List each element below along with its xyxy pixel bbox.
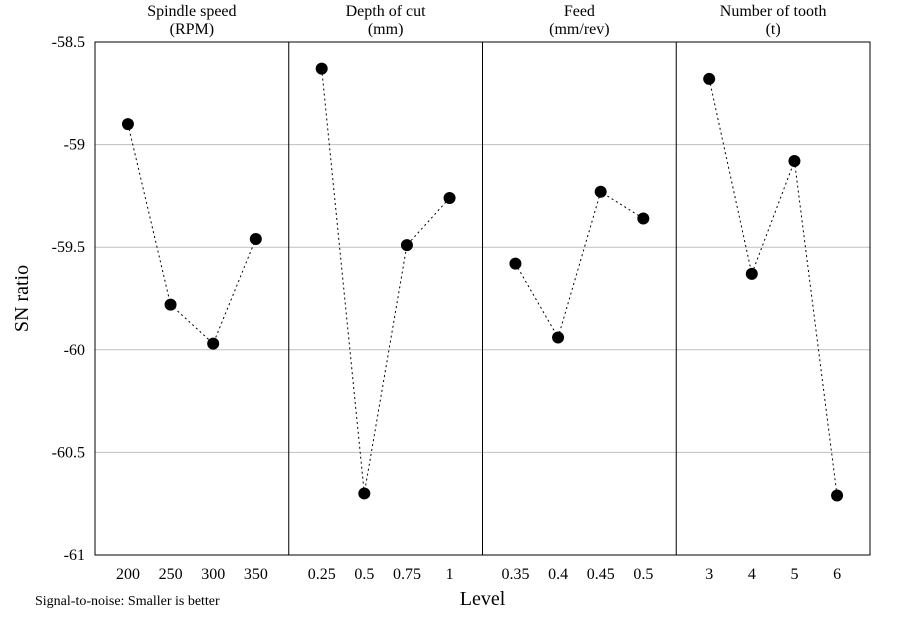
x-tick-label: 0.5 [633, 566, 653, 583]
panel-title-line2: (mm) [368, 21, 404, 38]
panel-title-line2: (t) [766, 21, 781, 38]
x-tick-label: 0.75 [393, 566, 421, 583]
x-tick-label: 300 [201, 566, 225, 583]
data-marker [444, 192, 455, 203]
data-marker [165, 299, 176, 310]
panel-title-line2: (mm/rev) [549, 21, 609, 38]
panel-title-line1: Depth of cut [346, 3, 427, 20]
y-tick-label: -59 [64, 137, 85, 154]
data-marker [250, 233, 261, 244]
x-tick-label: 0.5 [354, 566, 374, 583]
chart-background [0, 0, 901, 628]
data-marker [746, 268, 757, 279]
y-tick-label: -58.5 [52, 34, 85, 51]
sn-ratio-chart: 200 250 300 350 Spindle speed(RPM) 0.25 0.5 0.7… [0, 0, 901, 628]
data-marker [553, 332, 564, 343]
data-marker [789, 156, 800, 167]
data-marker [638, 213, 649, 224]
data-marker [208, 338, 219, 349]
data-marker [510, 258, 521, 269]
y-axis-label: SN ratio [11, 265, 33, 332]
y-tick-label: -60 [64, 342, 85, 359]
data-marker [595, 186, 606, 197]
y-tick-label: -59.5 [52, 239, 85, 256]
x-tick-label: 5 [790, 566, 798, 583]
data-marker [401, 240, 412, 251]
x-tick-label: 200 [116, 566, 140, 583]
x-tick-label: 4 [748, 566, 756, 583]
x-axis-label: Level [460, 588, 506, 610]
data-marker [359, 488, 370, 499]
panel-title-line1: Number of tooth [720, 3, 827, 20]
data-marker [122, 119, 133, 130]
x-tick-label: 0.35 [501, 566, 529, 583]
footnote-text: Signal-to-noise: Smaller is better [35, 594, 220, 609]
panel-title-line1: Spindle speed [147, 3, 236, 20]
x-tick-label: 0.25 [308, 566, 336, 583]
data-marker [316, 63, 327, 74]
panel-title-line2: (RPM) [170, 21, 214, 38]
x-tick-label: 0.4 [548, 566, 568, 583]
y-tick-label: -60.5 [52, 444, 85, 461]
x-tick-label: 1 [446, 566, 454, 583]
data-marker [704, 73, 715, 84]
x-tick-label: 250 [159, 566, 183, 583]
x-tick-label: 3 [705, 566, 713, 583]
x-tick-label: 0.45 [587, 566, 615, 583]
y-tick-label: -61 [64, 547, 85, 564]
panel-title-line1: Feed [564, 3, 595, 20]
x-tick-label: 6 [833, 566, 841, 583]
data-marker [832, 490, 843, 501]
x-tick-label: 350 [244, 566, 268, 583]
